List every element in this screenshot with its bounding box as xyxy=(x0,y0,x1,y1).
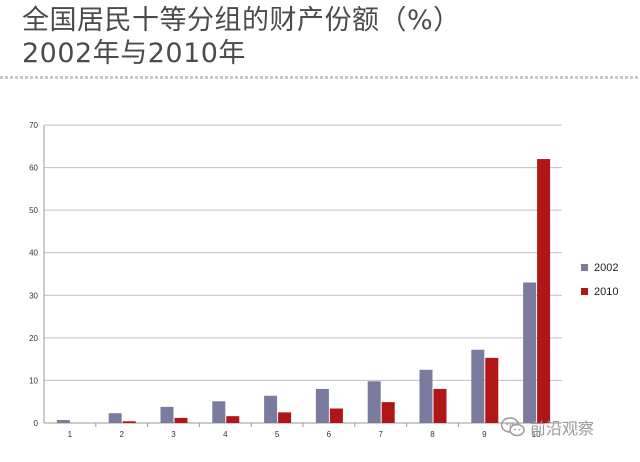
y-tick-label: 30 xyxy=(29,291,38,300)
bar-2002-1 xyxy=(56,420,70,423)
legend-label-2010: 2010 xyxy=(594,286,618,298)
bar-2002-6 xyxy=(315,388,329,423)
title-divider xyxy=(0,76,640,79)
bar-2002-8 xyxy=(419,369,433,423)
x-tick-label: 10 xyxy=(532,430,541,439)
x-tick-label: 6 xyxy=(327,430,332,439)
bar-2010-8 xyxy=(433,388,447,423)
bar-2010-3 xyxy=(174,417,188,423)
x-tick-label: 3 xyxy=(171,430,176,439)
title-line-1: 全国居民十等分组的财产份额（%） xyxy=(22,5,461,36)
watermark-text: 前沿观察 xyxy=(530,419,595,438)
x-tick-label: 5 xyxy=(275,430,280,439)
wechat-icon xyxy=(500,417,525,437)
bar-2010-10 xyxy=(537,159,551,424)
y-tick-label: 0 xyxy=(34,419,39,428)
bar-2002-5 xyxy=(264,395,278,423)
bar-2010-5 xyxy=(278,412,292,423)
y-tick-label: 60 xyxy=(29,164,38,173)
x-tick-label: 1 xyxy=(68,430,73,439)
bar-2010-2 xyxy=(122,421,136,423)
y-tick-label: 40 xyxy=(29,249,38,258)
y-tick-label: 10 xyxy=(29,376,38,385)
bar-2010-6 xyxy=(329,408,343,423)
bar-2010-7 xyxy=(381,402,395,423)
legend-swatch-2002 xyxy=(581,264,588,271)
x-tick-label: 7 xyxy=(378,430,383,439)
bar-2010-9 xyxy=(485,357,499,423)
x-tick-label: 8 xyxy=(430,430,435,439)
bar-2002-3 xyxy=(160,406,174,423)
bar-2002-2 xyxy=(108,413,122,423)
y-tick-label: 50 xyxy=(29,206,38,215)
bar-2002-10 xyxy=(523,282,537,423)
y-tick-label: 20 xyxy=(29,334,38,343)
x-tick-label: 2 xyxy=(119,430,124,439)
bar-2002-9 xyxy=(471,349,485,423)
x-tick-label: 9 xyxy=(482,430,487,439)
bar-2002-4 xyxy=(212,401,226,423)
y-tick-label: 70 xyxy=(29,121,38,130)
bar-2010-4 xyxy=(226,416,240,423)
chart-title: 全国居民十等分组的财产份额（%） 2002年与2010年 xyxy=(22,4,622,70)
legend-swatch-2010 xyxy=(581,288,588,295)
x-tick-label: 4 xyxy=(223,430,228,439)
watermark: 前沿观察 xyxy=(500,414,594,440)
bar-2002-7 xyxy=(367,381,381,423)
legend-label-2002: 2002 xyxy=(594,262,618,274)
title-line-2: 2002年与2010年 xyxy=(22,38,246,69)
